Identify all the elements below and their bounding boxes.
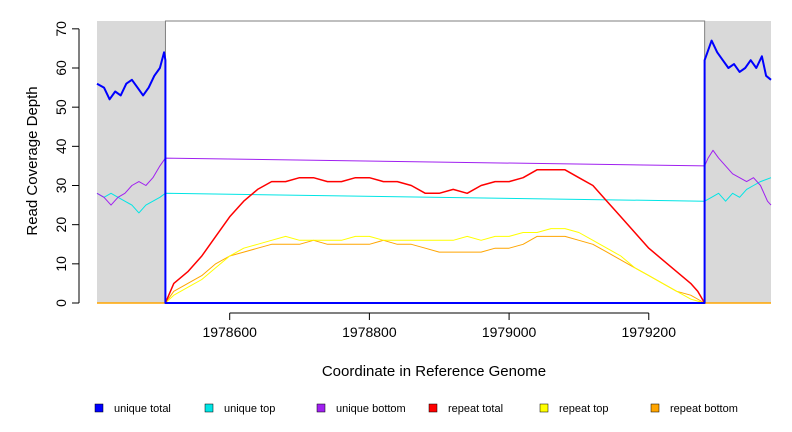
y-tick-label-20: 20	[53, 217, 69, 233]
legend-swatch-repeat-top	[539, 403, 549, 413]
y-axis-title: Read Coverage Depth	[24, 86, 41, 235]
legend-label-unique-total: unique total	[114, 403, 171, 415]
legend-label-unique-bottom: unique bottom	[336, 403, 406, 415]
series-line-repeat-top	[165, 228, 705, 304]
legend-label-repeat-bottom: repeat bottom	[670, 403, 738, 415]
y-tick-label-50: 50	[53, 99, 69, 115]
shaded-region-1	[97, 21, 166, 303]
legend-label-unique-top: unique top	[224, 403, 275, 415]
legend-label-repeat-top: repeat top	[559, 403, 609, 415]
series-line-unique-total	[96, 39, 772, 304]
legend-swatch-repeat-total	[428, 403, 438, 413]
y-tick-label-0: 0	[53, 299, 69, 307]
y-tick-label-60: 60	[53, 60, 69, 76]
legend-swatch-unique-bottom	[316, 403, 326, 413]
axes: 0 10 20 30 40 50 60 70 1978600 1978800 1979000 1979…	[53, 21, 676, 340]
series-line-repeat-total	[164, 169, 706, 304]
shaded-region-2	[704, 21, 771, 303]
x-tick-label-1979200: 1979200	[622, 324, 677, 340]
y-tick-label-40: 40	[53, 138, 69, 154]
series-line-repeat-bottom	[164, 235, 705, 304]
x-axis-title: Coordinate in Reference Genome	[322, 363, 546, 380]
y-tick-label-10: 10	[53, 256, 69, 272]
legend-swatch-repeat-bottom	[650, 403, 660, 413]
y-tick-label-30: 30	[53, 178, 69, 194]
x-tick-label-1978800: 1978800	[342, 324, 397, 340]
legend-label-repeat-total: repeat total	[448, 403, 503, 415]
legend-swatch-unique-top	[204, 403, 214, 413]
legend-swatch-unique-total	[94, 403, 104, 413]
series-lines	[96, 39, 772, 304]
x-tick-label-1978600: 1978600	[202, 324, 257, 340]
series-line-unique-top	[96, 177, 772, 214]
y-tick-label-70: 70	[53, 21, 69, 37]
legend: unique total unique top unique bottom repea…	[94, 403, 738, 415]
x-tick-label-1979000: 1979000	[482, 324, 537, 340]
